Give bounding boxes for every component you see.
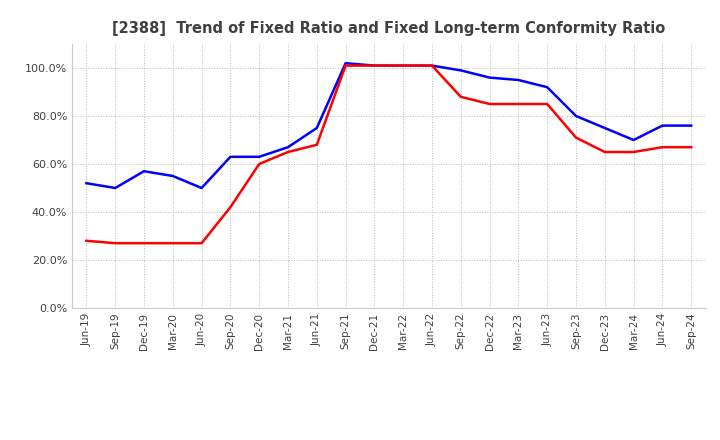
Fixed Ratio <box>572 114 580 119</box>
Fixed Long-term Conformity Ratio <box>312 142 321 147</box>
Fixed Ratio <box>284 145 292 150</box>
Fixed Long-term Conformity Ratio <box>629 149 638 154</box>
Fixed Long-term Conformity Ratio <box>658 145 667 150</box>
Fixed Long-term Conformity Ratio <box>514 101 523 106</box>
Fixed Long-term Conformity Ratio <box>284 149 292 154</box>
Fixed Long-term Conformity Ratio <box>197 241 206 246</box>
Line: Fixed Long-term Conformity Ratio: Fixed Long-term Conformity Ratio <box>86 66 691 243</box>
Fixed Long-term Conformity Ratio <box>428 63 436 68</box>
Fixed Ratio <box>514 77 523 83</box>
Fixed Long-term Conformity Ratio <box>82 238 91 243</box>
Fixed Ratio <box>226 154 235 159</box>
Fixed Ratio <box>341 61 350 66</box>
Fixed Ratio <box>111 185 120 191</box>
Fixed Ratio <box>140 169 148 174</box>
Fixed Ratio <box>197 185 206 191</box>
Fixed Ratio <box>428 63 436 68</box>
Fixed Ratio <box>399 63 408 68</box>
Fixed Ratio <box>600 125 609 131</box>
Fixed Long-term Conformity Ratio <box>111 241 120 246</box>
Fixed Long-term Conformity Ratio <box>341 63 350 68</box>
Fixed Ratio <box>629 137 638 143</box>
Fixed Ratio <box>658 123 667 128</box>
Fixed Ratio <box>485 75 494 80</box>
Fixed Long-term Conformity Ratio <box>456 94 465 99</box>
Fixed Long-term Conformity Ratio <box>140 241 148 246</box>
Fixed Long-term Conformity Ratio <box>370 63 379 68</box>
Fixed Long-term Conformity Ratio <box>543 101 552 106</box>
Fixed Ratio <box>168 173 177 179</box>
Line: Fixed Ratio: Fixed Ratio <box>86 63 691 188</box>
Fixed Ratio <box>687 123 696 128</box>
Fixed Ratio <box>456 68 465 73</box>
Fixed Ratio <box>82 180 91 186</box>
Fixed Long-term Conformity Ratio <box>600 149 609 154</box>
Fixed Ratio <box>370 63 379 68</box>
Fixed Long-term Conformity Ratio <box>226 205 235 210</box>
Title: [2388]  Trend of Fixed Ratio and Fixed Long-term Conformity Ratio: [2388] Trend of Fixed Ratio and Fixed Lo… <box>112 21 665 36</box>
Fixed Ratio <box>255 154 264 159</box>
Fixed Long-term Conformity Ratio <box>399 63 408 68</box>
Fixed Long-term Conformity Ratio <box>572 135 580 140</box>
Fixed Long-term Conformity Ratio <box>255 161 264 167</box>
Fixed Ratio <box>312 125 321 131</box>
Fixed Long-term Conformity Ratio <box>485 101 494 106</box>
Fixed Long-term Conformity Ratio <box>687 145 696 150</box>
Fixed Long-term Conformity Ratio <box>168 241 177 246</box>
Fixed Ratio <box>543 84 552 90</box>
